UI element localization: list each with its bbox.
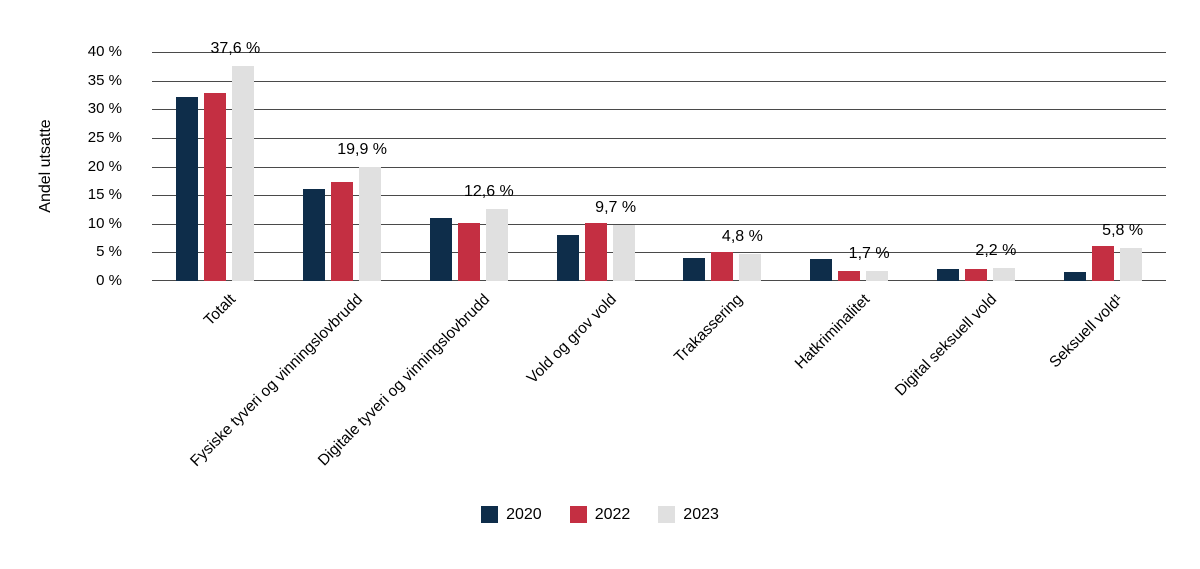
- bar-2023: [739, 253, 762, 281]
- bar-2023: [1119, 247, 1142, 281]
- value-label: 5,8 %: [1102, 221, 1144, 239]
- bar-2022: [584, 223, 607, 281]
- bar-group-1: [176, 65, 255, 281]
- bar-group-6: [810, 259, 889, 281]
- bar-2020: [429, 218, 452, 281]
- legend-label: 2023: [683, 506, 719, 523]
- value-label: 2,2 %: [975, 242, 1017, 260]
- y-tick-label: 0 %: [96, 272, 122, 289]
- x-category-label: Vold og grov vold: [523, 291, 620, 388]
- value-label: 4,8 %: [721, 227, 763, 245]
- y-tick-label: 5 %: [96, 243, 122, 261]
- bar-2023: [992, 268, 1015, 281]
- bar-group-8: [1063, 246, 1142, 281]
- y-tick-label: 25 %: [87, 128, 122, 146]
- bar-2020: [176, 97, 199, 281]
- legend-label: 2022: [594, 506, 631, 523]
- bar-2020: [303, 189, 326, 281]
- legend-item-2020: 2020: [481, 506, 542, 523]
- gridline: [152, 223, 1166, 225]
- value-label: 1,7 %: [848, 245, 890, 263]
- gridline: [152, 137, 1166, 139]
- value-label: 12,6 %: [463, 182, 514, 200]
- x-category-label: Hatkriminalitet: [791, 291, 874, 373]
- gridline: [152, 252, 1166, 254]
- bar-group-2: [303, 167, 382, 281]
- bar-2022: [838, 270, 861, 281]
- bar-2020: [683, 258, 706, 281]
- bar-group-3: [429, 208, 508, 281]
- value-label: 9,7 %: [595, 199, 637, 217]
- value-label: 19,9 %: [337, 141, 388, 159]
- x-category-label: Trakassering: [671, 291, 747, 366]
- bar-2020: [1063, 271, 1086, 281]
- bar-group-4: [556, 223, 635, 281]
- x-category-label: Seksuell vold¹: [1046, 291, 1127, 372]
- plot-area: 37,6 % 19,9 % 12,6 % 9,7 % 4,8 % 1,7 % 2,2 % 5,…: [152, 40, 1166, 281]
- gridline: [152, 52, 1166, 53]
- legend-item-2022: 2022: [569, 506, 631, 523]
- gridline: [152, 109, 1166, 111]
- bar-2022: [204, 93, 227, 281]
- legend-label: 2020: [506, 506, 542, 523]
- bar-2020: [556, 235, 579, 281]
- gridline: [152, 195, 1166, 197]
- bar-2023: [612, 225, 635, 281]
- bar-2023: [485, 208, 508, 281]
- y-tick-label: 40 %: [87, 43, 122, 60]
- bar-2022: [964, 268, 987, 281]
- legend-swatch: [481, 506, 499, 523]
- value-label: 37,6 %: [210, 39, 261, 57]
- y-tick-label: 10 %: [87, 214, 122, 232]
- bar-2023: [359, 167, 382, 281]
- bar-2023: [866, 271, 889, 281]
- legend-swatch: [658, 506, 676, 523]
- legend: 2020 2022 2023: [0, 506, 1200, 523]
- bar-2022: [711, 252, 734, 281]
- y-tick-label: 20 %: [87, 157, 122, 175]
- bar-2020: [810, 259, 833, 281]
- gridline: [152, 280, 1166, 281]
- legend-swatch: [569, 506, 587, 523]
- gridline: [152, 80, 1166, 82]
- y-tick-label: 30 %: [87, 100, 122, 118]
- y-tick-label: 15 %: [87, 186, 122, 204]
- bar-2022: [1091, 246, 1114, 281]
- bar-2022: [331, 181, 354, 281]
- bar-2023: [232, 65, 255, 281]
- bar-2020: [936, 268, 959, 281]
- y-tick-label: 35 %: [87, 71, 122, 89]
- bar-group-5: [683, 252, 762, 281]
- bar-2022: [457, 222, 480, 281]
- gridline: [152, 166, 1166, 168]
- legend-item-2023: 2023: [658, 506, 719, 523]
- x-category-label: Digital seksuell vold: [891, 291, 1000, 400]
- bar-group-7: [936, 268, 1015, 281]
- x-category-label: Totalt: [201, 291, 240, 330]
